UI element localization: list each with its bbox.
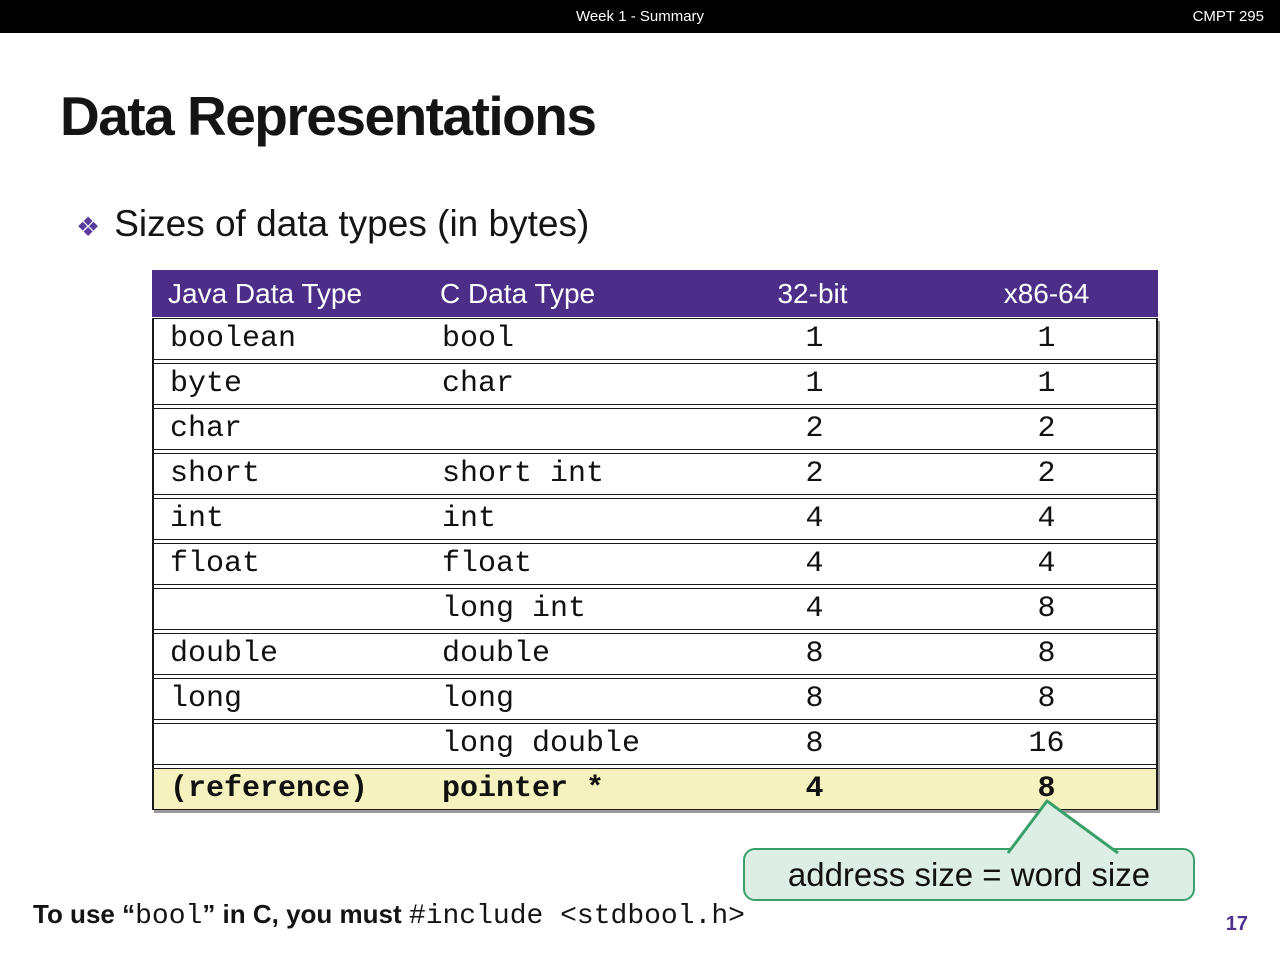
callout-arrow xyxy=(1006,799,1119,855)
table-cell: float xyxy=(442,547,533,581)
table-cell: 4 xyxy=(805,502,824,536)
column-header-java: Java Data Type xyxy=(168,277,363,309)
table-cell: 8 xyxy=(1037,682,1056,716)
table-cell: 1 xyxy=(805,367,824,401)
table-cell: 4 xyxy=(805,772,824,806)
bullet-text: Sizes of data types (in bytes) xyxy=(114,203,590,244)
table-cell: 4 xyxy=(1037,547,1056,581)
table-cell: char xyxy=(170,412,243,446)
column-header-x86-64: x86-64 xyxy=(1003,277,1090,309)
table-row: char 2 2 xyxy=(154,408,1156,450)
table-cell: 2 xyxy=(805,412,824,446)
table-cell: 8 xyxy=(1037,772,1056,806)
address-size-callout: address size = word size xyxy=(743,848,1195,901)
table-cell: 8 xyxy=(1037,637,1056,671)
page-title: Data Representations xyxy=(60,85,597,147)
footnote-text: To use “ xyxy=(33,899,136,929)
page-number: 17 xyxy=(1225,913,1248,935)
table-cell: long double xyxy=(442,727,641,761)
table-cell: long int xyxy=(442,592,587,626)
table-cell: double xyxy=(442,637,551,671)
table-cell: byte xyxy=(170,367,243,401)
footnote-text: ” in C, you must xyxy=(202,899,409,929)
course-code-label: CMPT 295 xyxy=(1192,8,1264,25)
table-row: int int 4 4 xyxy=(154,498,1156,540)
table-cell: short int xyxy=(442,457,605,491)
top-bar: Week 1 - Summary CMPT 295 xyxy=(0,0,1280,33)
footnote-code-include: #include <stdbool.h> xyxy=(408,901,745,932)
table-cell: float xyxy=(170,547,261,581)
table-cell: 8 xyxy=(1037,592,1056,626)
table-cell: pointer * xyxy=(442,772,605,806)
table-row: byte char 1 1 xyxy=(154,363,1156,405)
table-cell: bool xyxy=(442,322,515,356)
table-cell: 8 xyxy=(805,637,824,671)
table-cell: (reference) xyxy=(170,772,369,806)
table-cell: double xyxy=(170,637,279,671)
table-cell: int xyxy=(170,502,225,536)
table-cell: 16 xyxy=(1028,727,1065,761)
table-cell: 4 xyxy=(1037,502,1056,536)
table-row: long double 8 16 xyxy=(154,723,1156,765)
table-cell: 1 xyxy=(1037,322,1056,356)
table-cell: char xyxy=(442,367,515,401)
table-body: boolean bool 1 1 byte char 1 1 char 2 2 short short … xyxy=(152,318,1158,810)
table-cell: 1 xyxy=(1037,367,1056,401)
table-row: (reference) pointer * 4 8 xyxy=(154,768,1156,810)
diamond-bullet-icon: ❖ xyxy=(76,212,101,242)
table-cell: long xyxy=(170,682,243,716)
table-cell: boolean xyxy=(170,322,297,356)
table-cell: long xyxy=(442,682,515,716)
table-cell: 2 xyxy=(805,457,824,491)
top-bar-center-label: Week 1 - Summary xyxy=(575,8,705,25)
footnote: To use “bool” in C, you must #include <s… xyxy=(33,899,745,932)
table-row: double double 8 8 xyxy=(154,633,1156,675)
table-row: boolean bool 1 1 xyxy=(154,318,1156,360)
table-cell: 1 xyxy=(805,322,824,356)
table-cell: 2 xyxy=(1037,457,1056,491)
table-cell: 4 xyxy=(805,592,824,626)
table-cell: short xyxy=(170,457,261,491)
column-header-c: C Data Type xyxy=(440,277,596,309)
table-row: long int 4 8 xyxy=(154,588,1156,630)
callout-text: address size = word size xyxy=(787,855,1151,893)
data-sizes-table: Java Data Type C Data Type 32-bit x86-64… xyxy=(152,270,1158,810)
footnote-code-bool: bool xyxy=(135,901,203,932)
table-header-row: Java Data Type C Data Type 32-bit x86-64 xyxy=(152,270,1158,317)
table-row: long long 8 8 xyxy=(154,678,1156,720)
table-cell: 8 xyxy=(805,682,824,716)
table-cell: int xyxy=(442,502,497,536)
table-row: float float 4 4 xyxy=(154,543,1156,585)
table-cell: 2 xyxy=(1037,412,1056,446)
bullet-line: ❖ Sizes of data types (in bytes) xyxy=(76,203,589,245)
column-header-32bit: 32-bit xyxy=(777,277,848,309)
table-row: short short int 2 2 xyxy=(154,453,1156,495)
table-cell: 8 xyxy=(805,727,824,761)
table-cell: 4 xyxy=(805,547,824,581)
